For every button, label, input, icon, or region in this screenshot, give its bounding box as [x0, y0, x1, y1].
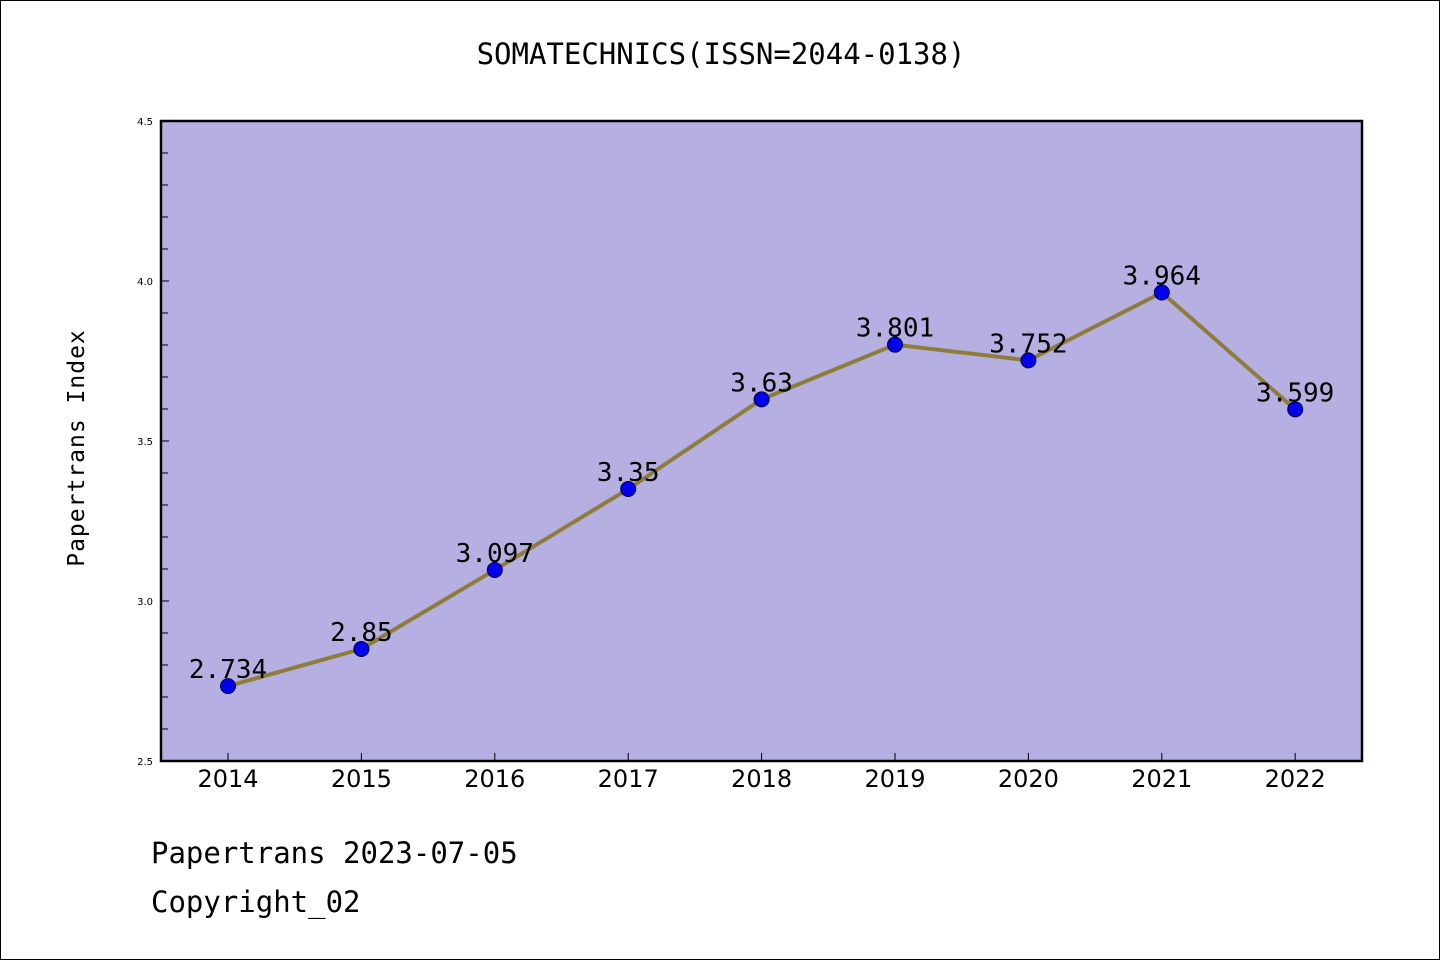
chart-title: SOMATECHNICS(ISSN=2044-0138) [476, 37, 966, 71]
data-point [220, 678, 236, 695]
data-point [887, 336, 903, 353]
x-tick-label: 2017 [598, 765, 659, 793]
x-tick-label: 2018 [731, 765, 792, 793]
y-tick-label: 2.5 [137, 757, 153, 768]
y-tick-label: 3.5 [137, 437, 153, 448]
plot-background [161, 121, 1362, 761]
footer-copyright: Copyright_02 [151, 885, 361, 919]
data-point [1287, 401, 1304, 418]
footer-date: Papertrans 2023-07-05 [151, 836, 518, 870]
x-tick-label: 2021 [1131, 765, 1192, 793]
x-tick-label: 2019 [864, 765, 925, 793]
data-point [486, 561, 503, 578]
y-tick-label: 3.0 [137, 597, 153, 608]
data-point [1153, 284, 1170, 301]
y-tick-label: 4.5 [137, 117, 153, 128]
data-point [1020, 352, 1037, 369]
data-point [353, 641, 370, 657]
x-tick-label: 2014 [197, 765, 258, 793]
x-tick-label: 2022 [1265, 765, 1326, 793]
data-point [620, 481, 637, 497]
x-tick-label: 2016 [464, 765, 525, 793]
plot-frame [159, 119, 1364, 763]
data-point [753, 391, 770, 408]
x-tick-label: 2020 [998, 765, 1059, 793]
x-tick-label: 2015 [331, 765, 392, 793]
y-tick-label: 4.0 [137, 277, 153, 288]
